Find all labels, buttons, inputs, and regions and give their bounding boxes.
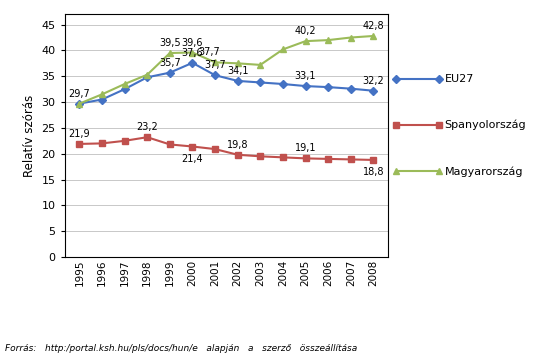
Text: Forrás:   http:/portal.ksh.hu/pls/docs/hun/e   alapján   a   szerző   összeállít: Forrás: http:/portal.ksh.hu/pls/docs/hun…	[5, 345, 358, 353]
Text: Magyarország: Magyarország	[445, 166, 523, 177]
Text: 39,5: 39,5	[159, 38, 181, 48]
Text: 37,7: 37,7	[204, 60, 226, 70]
Text: 18,8: 18,8	[363, 167, 384, 177]
Y-axis label: Relatív szórás: Relatív szórás	[23, 95, 36, 177]
Text: 40,2: 40,2	[295, 26, 316, 36]
Text: 23,2: 23,2	[136, 122, 158, 132]
Text: 42,8: 42,8	[363, 21, 384, 31]
Text: 33,1: 33,1	[295, 71, 316, 81]
Text: 19,8: 19,8	[227, 140, 248, 150]
Text: 37,7: 37,7	[199, 47, 220, 57]
Text: Spanyolország: Spanyolország	[445, 120, 526, 130]
Text: EU27: EU27	[445, 74, 474, 84]
Text: 34,1: 34,1	[227, 66, 248, 76]
Text: 21,9: 21,9	[68, 129, 90, 139]
Text: 35,7: 35,7	[159, 58, 181, 68]
Text: 39,6: 39,6	[182, 37, 203, 47]
Text: 37,6: 37,6	[182, 48, 203, 58]
Text: 29,7: 29,7	[68, 89, 90, 99]
Text: 32,2: 32,2	[363, 76, 384, 86]
Text: 19,1: 19,1	[295, 144, 316, 154]
Text: 21,4: 21,4	[182, 154, 203, 164]
